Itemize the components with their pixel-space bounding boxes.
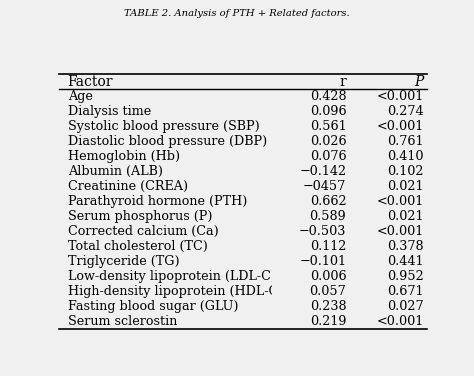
Text: TABLE 2. Analysis of PTH + Related factors.: TABLE 2. Analysis of PTH + Related facto… bbox=[124, 9, 350, 18]
